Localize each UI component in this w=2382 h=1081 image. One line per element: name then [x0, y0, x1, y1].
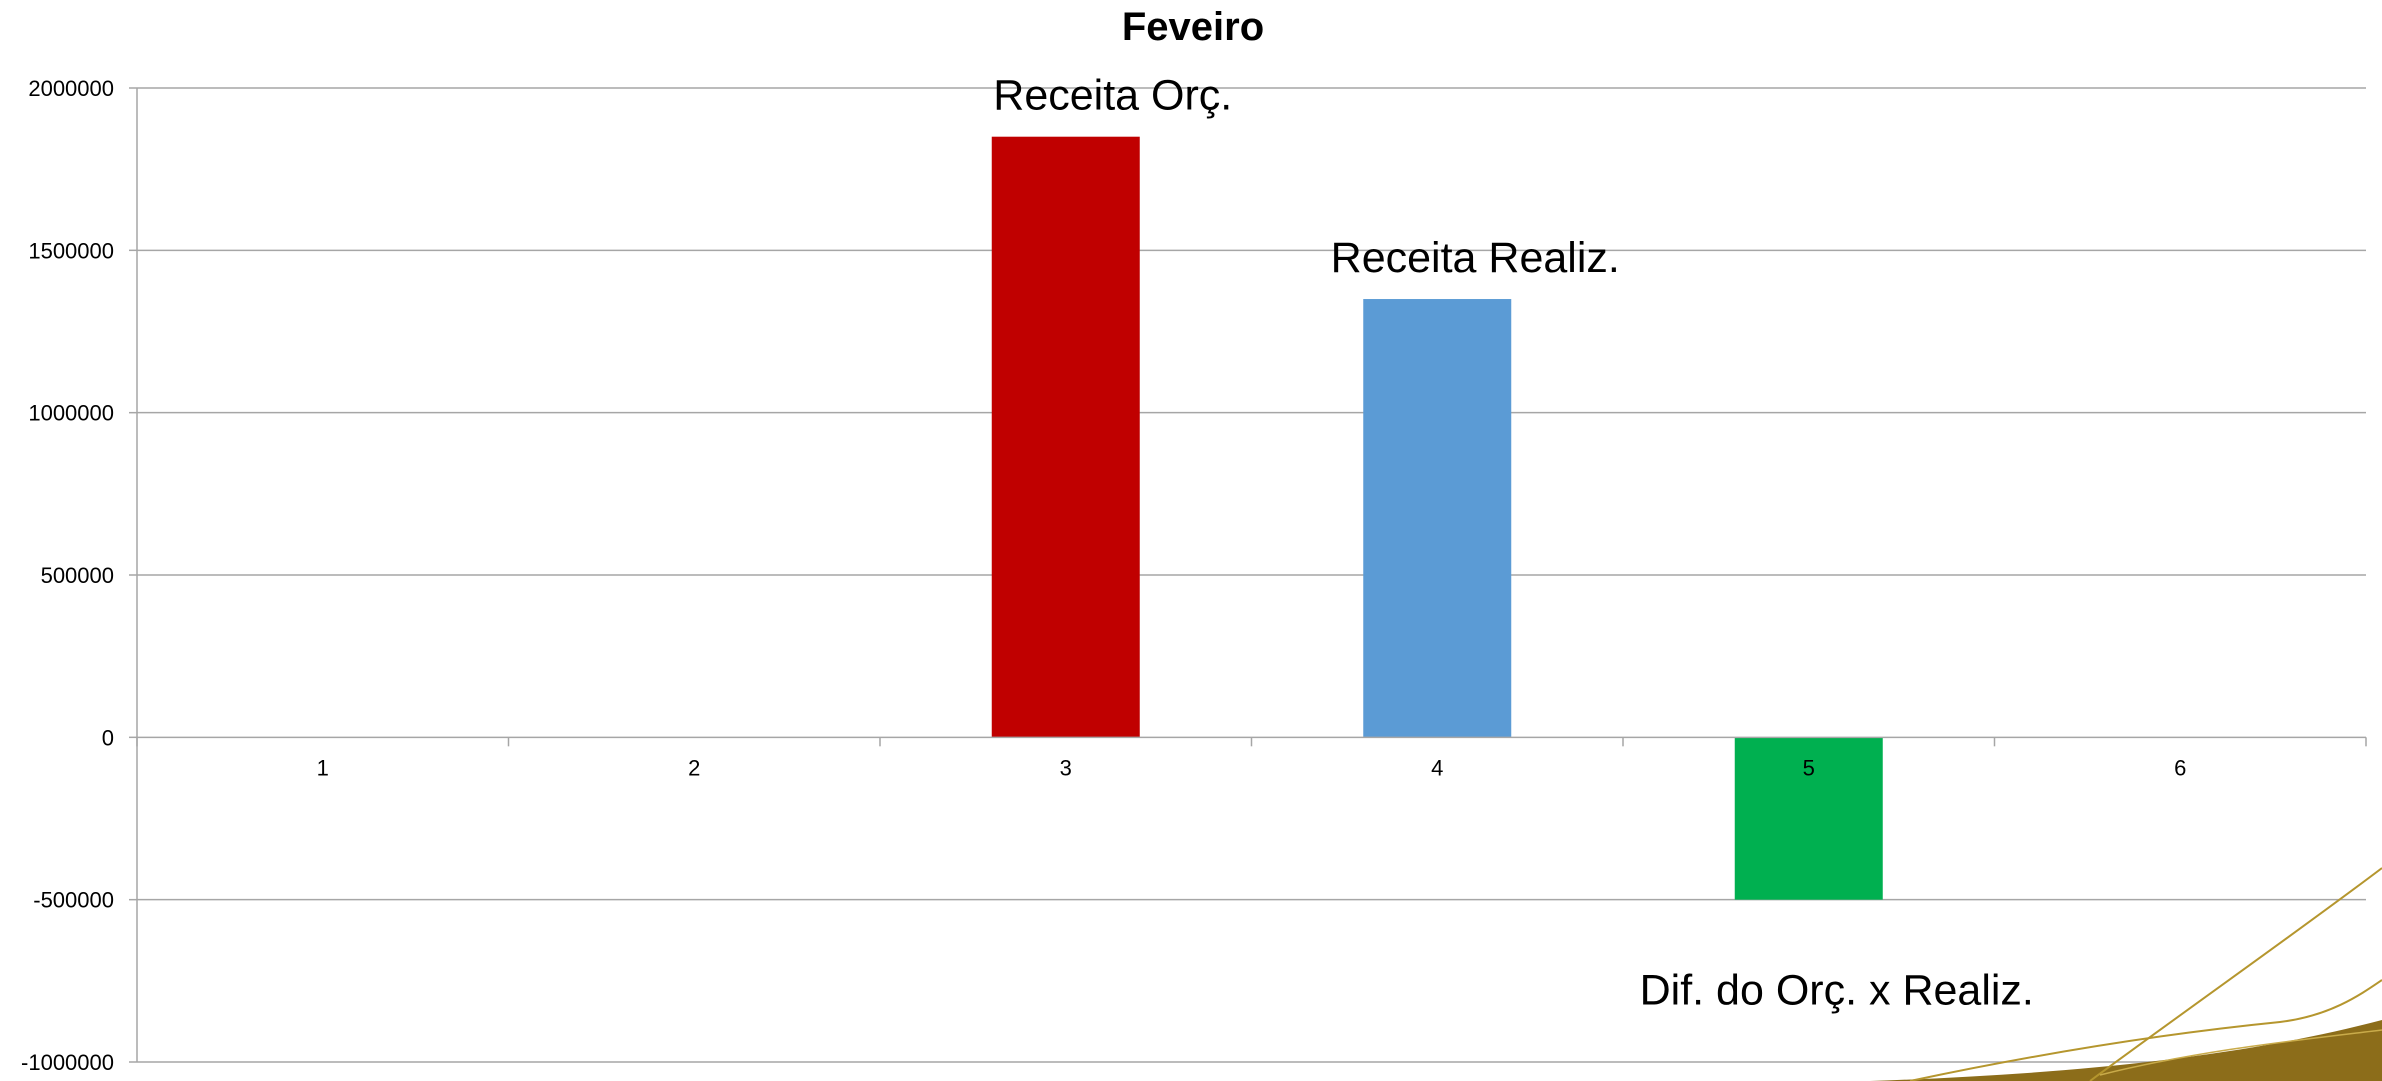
- bars: [991, 136, 1883, 900]
- annotation-label: Receita Realiz.: [1331, 234, 1620, 282]
- swoosh-band: [1870, 1020, 2382, 1081]
- y-tick-label: 500000: [41, 563, 114, 588]
- x-axis: [136, 736, 2367, 747]
- swoosh-line: [2099, 1029, 2382, 1076]
- y-tick-label: 0: [102, 725, 114, 750]
- gridlines: [129, 87, 2366, 1063]
- y-tick-label: 1500000: [28, 238, 114, 263]
- bar-5: [1734, 737, 1883, 900]
- annotation-label: Dif. do Orç. x Realiz.: [1640, 967, 2034, 1015]
- x-tick-label: 1: [317, 755, 329, 780]
- x-tick-label: 4: [1431, 755, 1443, 780]
- y-axis-ticks: 2000000 1500000 1000000 500000 0 -500000 -1000…: [21, 76, 114, 1075]
- x-tick-label: 3: [1060, 755, 1072, 780]
- annotation-label: Receita Orç.: [993, 72, 1232, 120]
- y-tick-label: 2000000: [28, 76, 114, 101]
- x-tick-label: 2: [688, 755, 700, 780]
- x-tick-label: 5: [1803, 755, 1815, 780]
- y-tick-label: -500000: [33, 888, 114, 913]
- bar-4: [1363, 299, 1512, 738]
- x-tick-label: 6: [2174, 755, 2186, 780]
- annotations: Receita Orç. Receita Realiz. Dif. do Orç. …: [993, 72, 2034, 1015]
- bar-3: [991, 136, 1140, 738]
- y-tick-label: -1000000: [21, 1050, 114, 1075]
- x-axis-ticks: 1 2 3 4 5 6: [317, 755, 2187, 780]
- chart-title: Feveiro: [1122, 5, 1264, 49]
- swoosh-line: [1909, 979, 2382, 1081]
- y-tick-label: 1000000: [28, 401, 114, 426]
- corner-swoosh-decoration: [1870, 867, 2382, 1081]
- swoosh-line: [2089, 867, 2382, 1081]
